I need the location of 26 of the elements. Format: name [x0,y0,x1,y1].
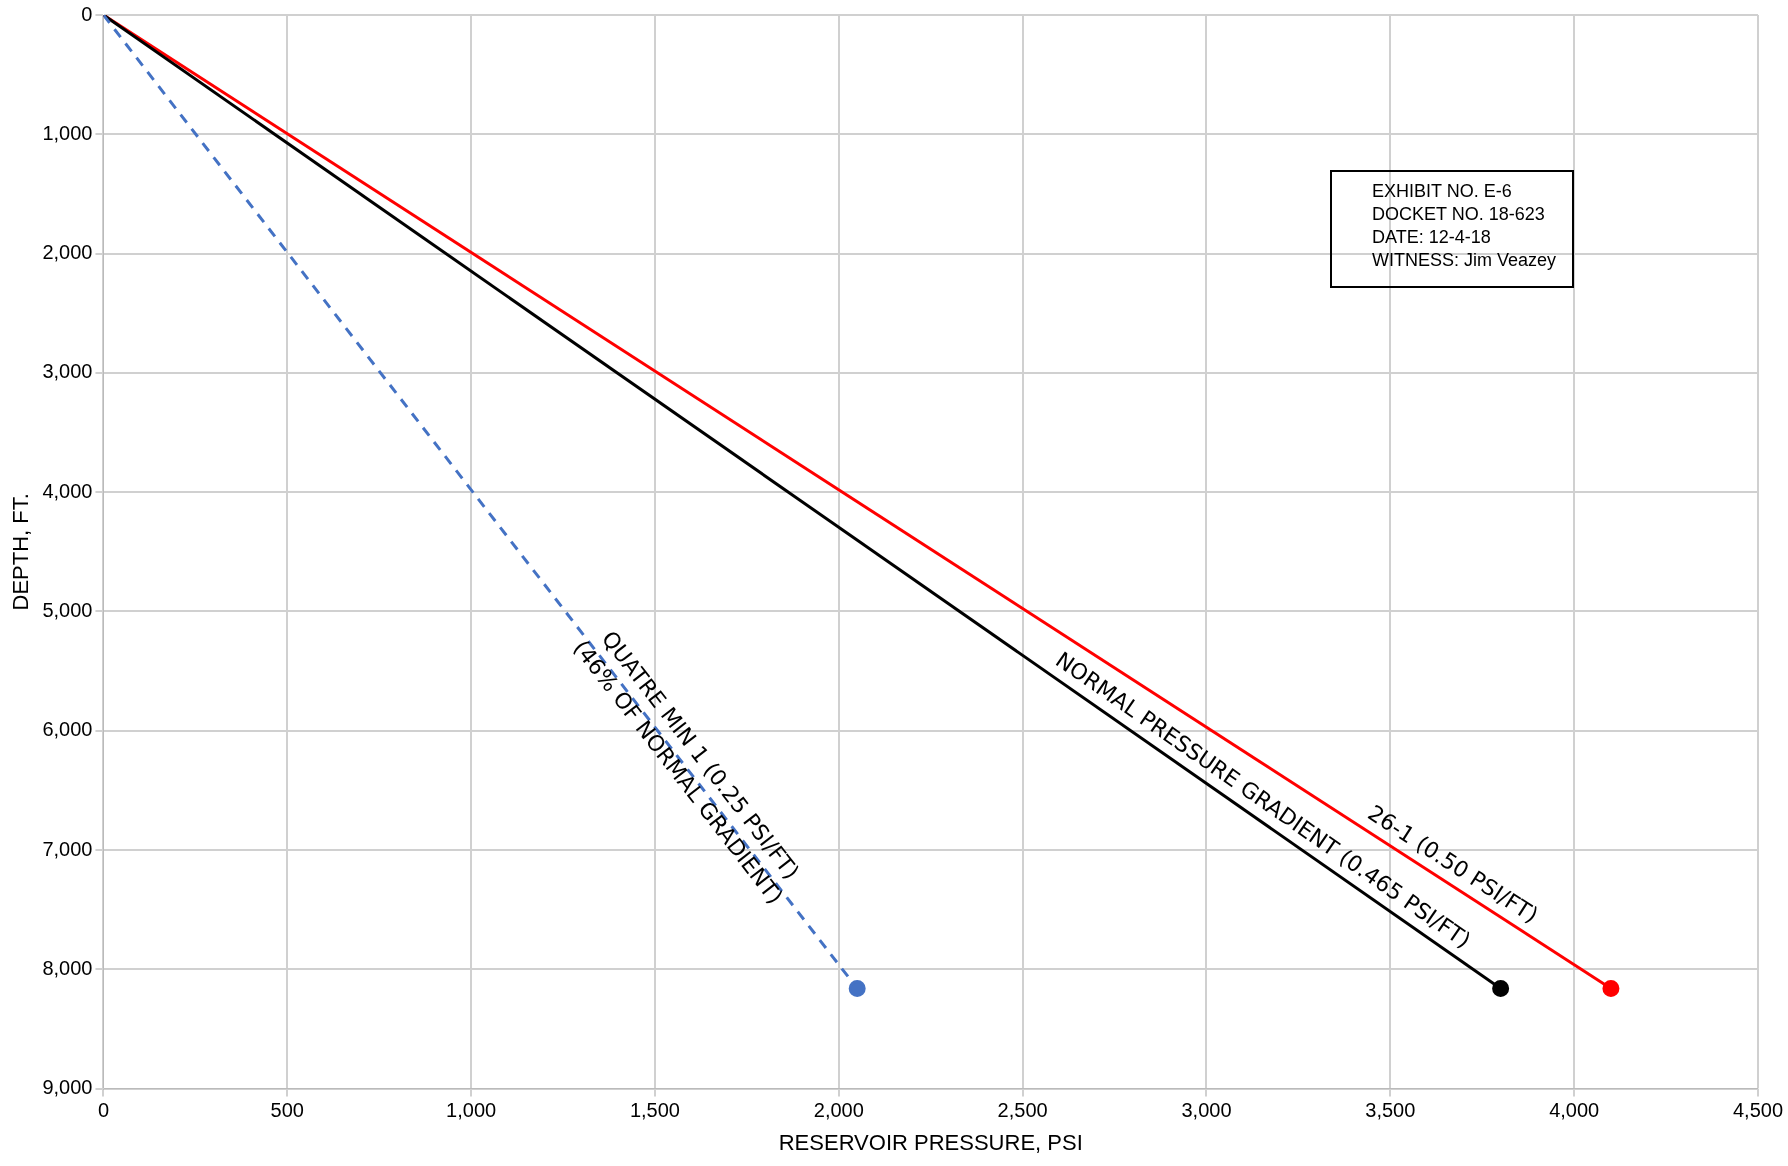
annotation: EXHIBIT NO. E-6 [1372,180,1513,203]
x-tick-label: 2,000 [813,1099,864,1122]
annotation: DOCKET NO. 18-623 [1372,203,1546,226]
y-tick-label: 5,000 [42,598,93,621]
y-tick-label: 9,000 [42,1076,93,1099]
y-tick-label: 4,000 [42,479,93,502]
annotation: WITNESS: Jim Veazey [1372,249,1557,272]
y-tick-label: 6,000 [42,718,93,741]
x-tick-label: 500 [270,1099,304,1122]
x-tick-label: 0 [97,1099,110,1122]
y-axis-title: DEPTH, FT. [8,493,34,611]
y-tick-label: 8,000 [42,956,93,979]
y-tick-label: 0 [81,2,93,25]
y-tick-label: 3,000 [42,360,93,383]
x-axis-title: RESERVOIR PRESSURE, PSI [778,1129,1083,1155]
y-tick-label: 1,000 [42,121,93,144]
x-tick-label: 3,000 [1181,1099,1232,1122]
x-tick-label: 2,500 [997,1099,1048,1122]
annotation: DATE: 12-4-18 [1372,226,1492,249]
y-tick-label: 7,000 [42,837,93,860]
y-tick-label: 2,000 [42,241,93,264]
x-tick-label: 4,000 [1549,1099,1600,1122]
x-tick-label: 3,500 [1365,1099,1416,1122]
x-tick-label: 1,500 [629,1099,680,1122]
x-tick-label: 1,000 [446,1099,497,1122]
x-tick-label: 4,500 [1732,1099,1784,1122]
